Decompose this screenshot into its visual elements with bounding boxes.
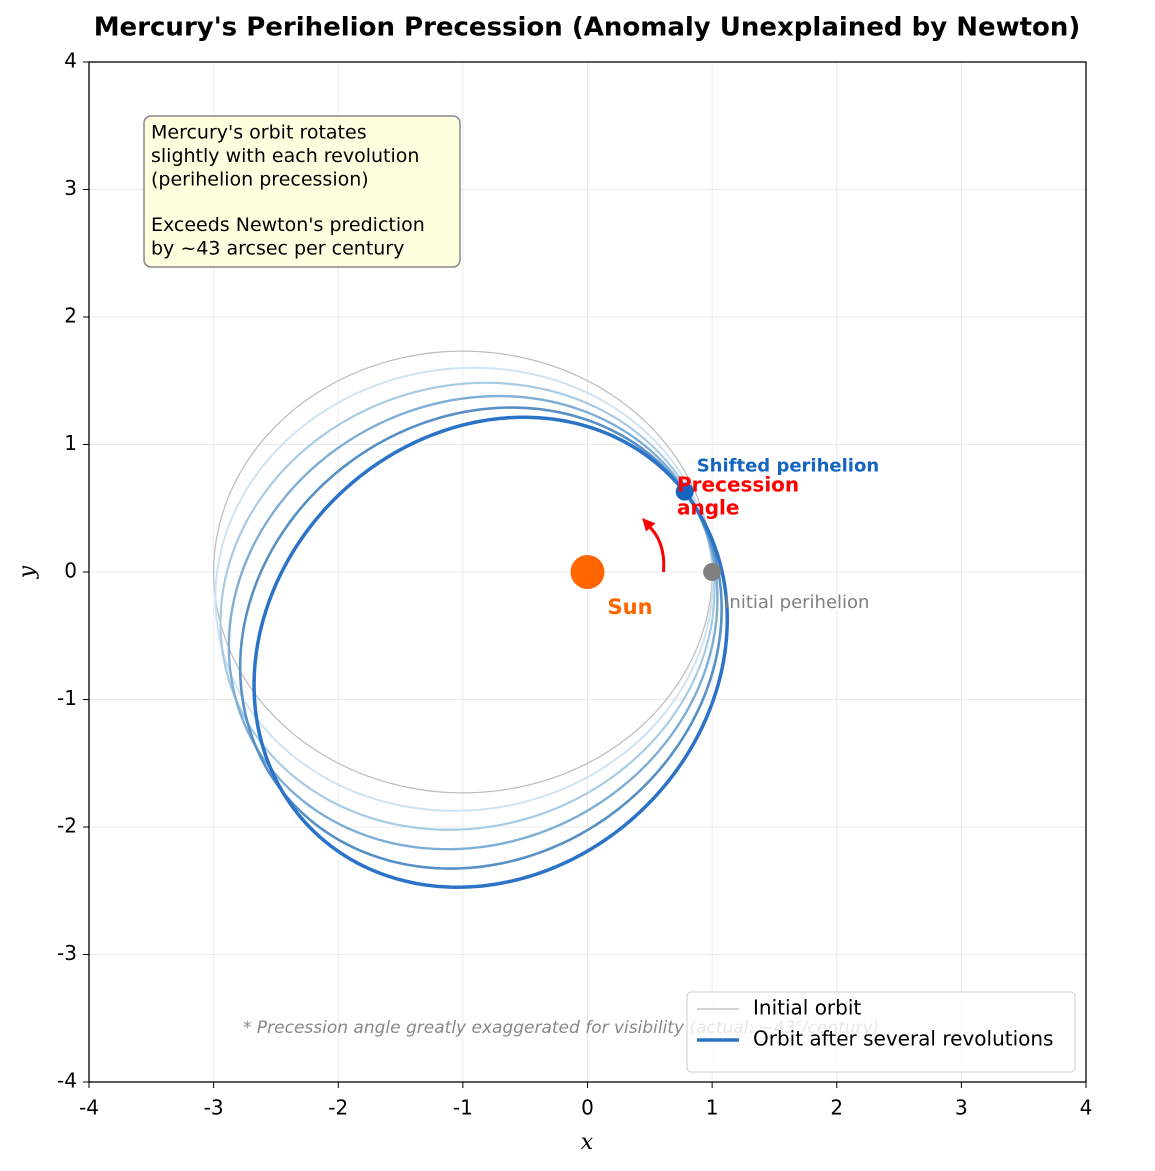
x-tick-label: -2 [328,1096,348,1120]
info-text: (perihelion precession) [151,169,369,191]
legend-label: Initial orbit [753,996,861,1020]
x-tick-label: 2 [830,1096,843,1120]
chart-title: Mercury's Perihelion Precession (Anomaly… [94,13,1081,43]
x-tick-label: 3 [955,1096,968,1120]
point-label: Sun [608,595,653,619]
y-tick-label: -3 [57,941,77,965]
x-tick-label: 4 [1080,1096,1093,1120]
y-tick-label: 0 [64,559,77,583]
precession-arrow [645,522,666,573]
orbit [238,406,723,870]
point [703,563,722,581]
info-text: slightly with each revolution [151,145,419,167]
x-tick-label: -3 [204,1096,224,1120]
info-text: by ~43 arcsec per century [151,238,404,260]
info-box [143,115,461,268]
legend-label: Orbit after several revolutions [753,1027,1053,1051]
orbit [252,415,729,889]
x-tick-label: 0 [581,1096,594,1120]
y-tick-label: -1 [57,686,77,710]
x-tick-label: -1 [453,1096,473,1120]
y-tick-label: 1 [64,431,77,455]
point-label: Initial perihelion [724,592,869,613]
point [675,482,694,501]
precession-label: Precession [677,473,799,497]
info-text: Exceeds Newton's prediction [151,214,425,236]
info-text: Mercury's orbit rotates [151,122,367,144]
y-tick-label: -4 [57,1069,77,1093]
point [570,555,605,589]
y-tick-label: 4 [64,49,77,73]
legend-box [686,991,1076,1073]
arrow-head [642,518,656,532]
orbit [214,366,714,812]
x-tick-label: -4 [79,1096,99,1120]
orbit [219,381,716,831]
x-axis-label: x [581,1130,594,1155]
y-tick-label: 3 [64,176,77,200]
orbit [213,350,713,794]
x-tick-label: 1 [706,1096,719,1120]
orbit [227,394,719,851]
y-axis-label: y [15,565,40,579]
point-label: Shifted perihelion [697,456,879,477]
y-tick-label: -2 [57,814,77,838]
plot-frame [88,61,1087,1083]
y-tick-label: 2 [64,304,77,328]
precession-label: angle [677,496,739,520]
